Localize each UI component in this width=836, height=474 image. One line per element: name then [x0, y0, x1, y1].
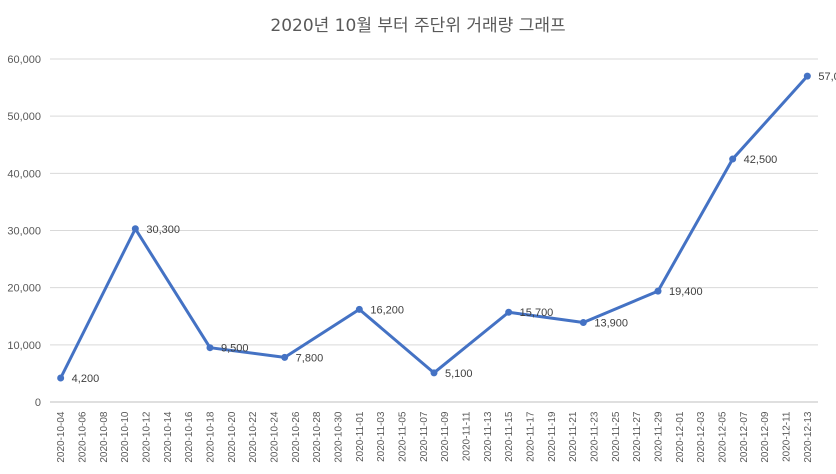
- y-tick-label: 0: [35, 397, 41, 409]
- x-tick-label: 2020-11-15: [504, 411, 515, 462]
- data-label: 15,700: [520, 307, 554, 319]
- data-label: 19,400: [669, 286, 703, 298]
- data-point: [355, 305, 363, 313]
- x-tick-label: 2020-10-14: [163, 411, 174, 463]
- data-point: [654, 287, 662, 295]
- data-label: 5,100: [445, 368, 473, 380]
- data-label: 42,500: [744, 154, 778, 166]
- y-tick-label: 60,000: [7, 54, 41, 66]
- data-point: [729, 155, 737, 163]
- x-tick-label: 2020-12-13: [803, 411, 814, 463]
- data-point: [579, 319, 587, 327]
- data-label: 30,300: [146, 224, 180, 236]
- x-tick-label: 2020-11-23: [590, 411, 601, 462]
- data-point: [430, 369, 438, 377]
- data-point: [281, 353, 289, 361]
- x-tick-label: 2020-10-28: [312, 411, 323, 463]
- x-tick-label: 2020-10-08: [99, 411, 110, 463]
- x-tick-label: 2020-11-13: [483, 411, 494, 462]
- x-tick-label: 2020-10-20: [227, 411, 238, 463]
- x-tick-label: 2020-10-22: [248, 411, 259, 463]
- x-tick-label: 2020-10-16: [184, 411, 195, 463]
- data-label: 9,500: [221, 343, 249, 355]
- x-tick-label: 2020-11-07: [419, 411, 430, 462]
- x-tick-label: 2020-11-27: [632, 411, 643, 462]
- x-tick-label: 2020-11-01: [355, 411, 366, 462]
- y-tick-label: 40,000: [7, 168, 41, 180]
- x-tick-label: 2020-10-18: [206, 411, 217, 463]
- x-tick-label: 2020-12-07: [739, 411, 750, 463]
- x-tick-label: 2020-10-04: [56, 411, 67, 463]
- data-label: 16,200: [370, 304, 404, 316]
- x-tick-label: 2020-12-11: [782, 411, 793, 462]
- data-point: [505, 308, 513, 316]
- x-tick-label: 2020-12-09: [760, 411, 771, 463]
- data-point: [57, 374, 65, 382]
- data-label: 4,200: [72, 373, 100, 385]
- x-tick-label: 2020-11-25: [611, 411, 622, 462]
- y-tick-label: 50,000: [7, 111, 41, 123]
- chart-title: 2020년 10월 부터 주단위 거래량 그래프: [270, 16, 565, 36]
- data-point: [803, 72, 811, 80]
- x-tick-label: 2020-10-10: [120, 411, 131, 463]
- data-label: 13,900: [594, 318, 628, 330]
- x-tick-label: 2020-10-26: [291, 411, 302, 463]
- x-tick-label: 2020-11-21: [568, 411, 579, 462]
- x-tick-label: 2020-11-11: [462, 411, 473, 461]
- x-tick-label: 2020-11-09: [440, 411, 451, 462]
- x-tick-label: 2020-10-30: [334, 411, 345, 463]
- x-tick-label: 2020-10-06: [78, 411, 89, 463]
- x-tick-label: 2020-10-12: [142, 411, 153, 463]
- y-tick-label: 30,000: [7, 226, 41, 238]
- data-point: [131, 225, 139, 233]
- x-tick-label: 2020-12-03: [696, 411, 707, 463]
- x-tick-label: 2020-12-01: [675, 411, 686, 463]
- y-tick-label: 20,000: [7, 283, 41, 295]
- y-tick-label: 10,000: [7, 340, 41, 352]
- x-tick-label: 2020-11-03: [376, 411, 387, 462]
- data-label: 7,800: [296, 352, 324, 364]
- x-tick-label: 2020-11-05: [398, 411, 409, 462]
- x-tick-label: 2020-11-17: [526, 411, 537, 462]
- x-tick-label: 2020-10-24: [270, 411, 281, 463]
- data-label: 57,000: [818, 71, 836, 83]
- x-tick-label: 2020-11-19: [547, 411, 558, 462]
- x-tick-label: 2020-12-05: [718, 411, 729, 463]
- data-point: [206, 344, 214, 352]
- x-tick-label: 2020-11-29: [654, 411, 665, 462]
